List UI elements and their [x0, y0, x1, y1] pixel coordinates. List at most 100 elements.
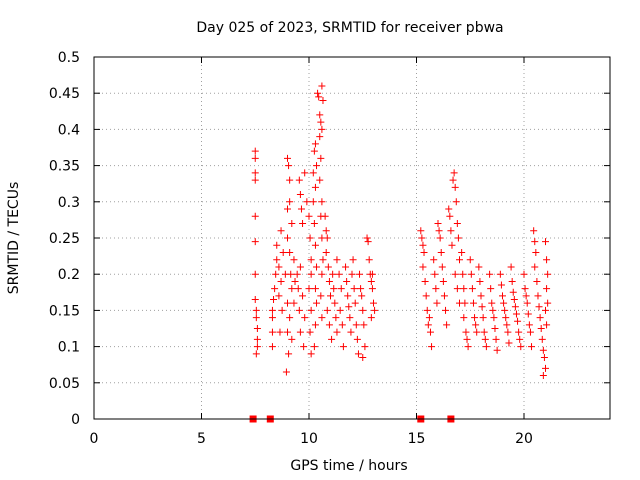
- data-point: [499, 292, 506, 300]
- data-point: [253, 343, 261, 351]
- data-point: [512, 310, 520, 318]
- data-point: [331, 299, 339, 307]
- data-point: [537, 325, 545, 332]
- data-point: [316, 176, 324, 184]
- data-point: [531, 263, 539, 271]
- data-point: [358, 292, 366, 300]
- grid-lines: [94, 57, 610, 419]
- data-point: [313, 162, 321, 170]
- data-point: [466, 256, 474, 264]
- data-point: [309, 198, 317, 206]
- data-point: [461, 299, 469, 307]
- data-point: [313, 263, 321, 271]
- data-point: [251, 212, 259, 220]
- data-point: [419, 241, 427, 249]
- data-point: [357, 285, 365, 293]
- data-point: [251, 238, 259, 246]
- data-point: [479, 314, 487, 322]
- data-point: [544, 270, 552, 278]
- data-point: [491, 325, 499, 332]
- data-point: [309, 169, 317, 177]
- data-point: [343, 277, 351, 285]
- data-point: [508, 277, 516, 285]
- data-point: [500, 299, 508, 307]
- data-point: [348, 270, 356, 278]
- data-point: [311, 241, 319, 249]
- data-point: [288, 335, 296, 343]
- data-point: [352, 321, 360, 329]
- data-point: [273, 241, 281, 249]
- data-point: [272, 270, 280, 278]
- data-point: [306, 234, 314, 242]
- data-point: [476, 277, 484, 285]
- data-point: [435, 227, 443, 235]
- data-point: [310, 147, 318, 155]
- data-point: [316, 111, 324, 119]
- data-point: [271, 285, 279, 293]
- data-point: [332, 314, 340, 322]
- data-point: [275, 263, 283, 271]
- data-point: [459, 270, 467, 278]
- data-point: [329, 270, 337, 278]
- data-point: [318, 270, 326, 278]
- data-point: [306, 328, 314, 336]
- data-point: [454, 234, 462, 242]
- data-point: [253, 325, 261, 332]
- data-point: [501, 306, 509, 314]
- data-point: [536, 314, 544, 322]
- data-point: [278, 306, 286, 314]
- data-point: [468, 285, 476, 293]
- data-point: [333, 328, 341, 336]
- data-point: [428, 343, 436, 351]
- data-point: [450, 169, 458, 177]
- data-point: [542, 364, 549, 372]
- data-point: [301, 169, 309, 177]
- data-point: [347, 328, 355, 336]
- data-point: [317, 154, 325, 162]
- data-point: [368, 270, 376, 278]
- data-point: [418, 234, 426, 242]
- data-point: [467, 270, 475, 278]
- data-point: [295, 176, 303, 184]
- data-point: [301, 314, 309, 322]
- data-point: [279, 248, 287, 256]
- data-point: [503, 321, 511, 329]
- data-point: [456, 256, 463, 264]
- data-point: [534, 292, 542, 300]
- data-point: [538, 335, 546, 343]
- data-point: [284, 154, 291, 162]
- data-point: [478, 303, 486, 311]
- data-point: [336, 306, 344, 314]
- data-point: [297, 205, 305, 213]
- data-point: [460, 314, 468, 322]
- data-point: [515, 328, 523, 336]
- data-point: [436, 234, 444, 242]
- y-tick-label: 0.5: [58, 50, 80, 66]
- data-point: [286, 248, 294, 256]
- data-point: [299, 292, 307, 300]
- data-point: [268, 328, 276, 336]
- data-point: [275, 292, 283, 300]
- data-point: [493, 346, 501, 354]
- data-point: [318, 198, 326, 206]
- chart-title: Day 025 of 2023, SRMTID for receiver pbw…: [196, 20, 503, 36]
- data-point: [446, 212, 454, 220]
- data-point: [286, 314, 294, 322]
- data-point: [277, 277, 285, 285]
- data-point: [315, 93, 323, 101]
- data-point: [284, 328, 291, 336]
- data-point: [251, 270, 259, 278]
- data-point: [285, 350, 293, 358]
- data-point: [337, 285, 345, 293]
- data-point: [524, 310, 532, 318]
- data-point: [295, 306, 303, 314]
- data-point: [510, 296, 518, 304]
- data-point: [307, 306, 315, 314]
- data-point: [361, 343, 369, 351]
- y-tick-label: 0.3: [58, 195, 80, 211]
- data-point: [299, 220, 307, 228]
- data-point: [276, 328, 284, 336]
- data-point: [313, 299, 321, 307]
- data-point: [339, 343, 347, 351]
- axis-ticks: 0 0.05 0.1 0.15 0.2 0.25 0.3 0.35 0.4 0.45 0.5 0 5 10…: [49, 50, 610, 447]
